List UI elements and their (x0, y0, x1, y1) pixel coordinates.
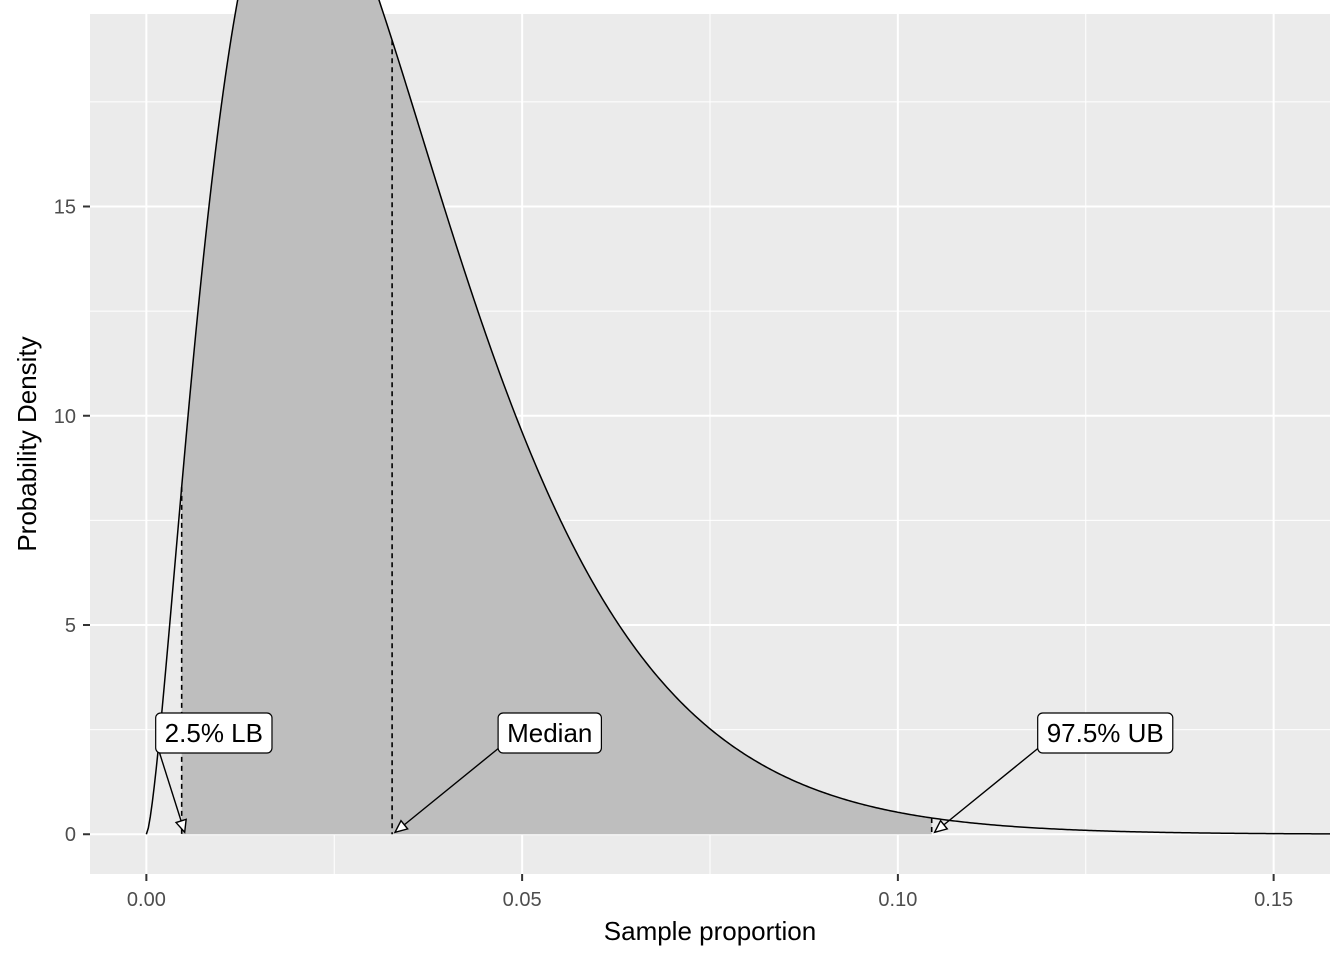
annotation-arrowhead (933, 819, 949, 834)
y-axis: 0 5 10 15 (54, 197, 90, 846)
y-tick-label: 5 (65, 615, 76, 637)
x-axis: 0.00 0.05 0.10 0.15 (127, 874, 1293, 911)
annotation-label-box (155, 712, 273, 754)
y-axis-title: Probability Density (12, 336, 42, 551)
major-gridlines (90, 14, 1330, 874)
x-tick-label: 0.00 (127, 889, 166, 911)
annotation-arrowhead (174, 818, 187, 834)
annotation-arrow-line (934, 746, 1041, 833)
y-tick-label: 0 (65, 824, 76, 846)
shaded-interval-area (181, 0, 932, 835)
annotation-label-box (1037, 712, 1174, 754)
annotation-97-5-ub: 97.5% UB (933, 712, 1174, 834)
y-tick-label: 10 (54, 406, 76, 428)
annotation-label-2-5-lb: 2.5% LB (165, 718, 263, 748)
annotation-label-97-5-ub: 97.5% UB (1047, 718, 1164, 748)
annotation-median: Median (393, 712, 602, 834)
annotation-arrow-line (157, 746, 186, 833)
marker-annotations: 2.5% LB Median 97.5% UB (155, 712, 1174, 834)
interval-markers (180, 40, 933, 835)
annotation-label-box (497, 712, 602, 754)
x-tick-label: 0.05 (503, 889, 542, 911)
annotation-2-5-lb: 2.5% LB (155, 712, 273, 834)
y-tick-label: 15 (54, 197, 76, 219)
annotation-label-median: Median (507, 718, 592, 748)
annotation-arrowhead (393, 819, 409, 834)
density-curve (145, 0, 1330, 835)
x-tick-label: 0.15 (1254, 889, 1293, 911)
annotation-arrow-line (394, 746, 501, 833)
x-tick-label: 0.10 (878, 889, 917, 911)
x-axis-title: Sample proportion (604, 916, 816, 946)
